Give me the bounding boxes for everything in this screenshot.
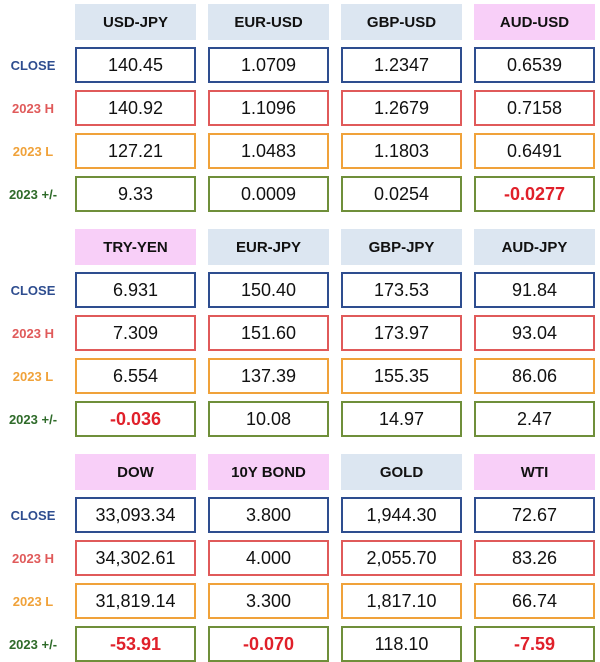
low-value-cell: 3.300	[208, 583, 329, 619]
close-row: CLOSE 140.45 1.0709 1.2347 0.6539	[0, 47, 600, 83]
low-value-cell: 137.39	[208, 358, 329, 394]
low-row-label: 2023 L	[12, 368, 54, 384]
change-row-label: 2023 +/-	[8, 186, 58, 202]
instrument-header: GOLD	[341, 454, 462, 490]
low-value-cell: 86.06	[474, 358, 595, 394]
close-value-cell: 3.800	[208, 497, 329, 533]
change-value-cell: 9.33	[75, 176, 196, 212]
instrument-header: EUR-USD	[208, 4, 329, 40]
instrument-header: DOW	[75, 454, 196, 490]
instrument-header: GBP-JPY	[341, 229, 462, 265]
low-value-cell: 1.1803	[341, 133, 462, 169]
header-row: DOW 10Y BOND GOLD WTI	[0, 454, 600, 490]
change-value-cell: 14.97	[341, 401, 462, 437]
high-value-cell: 7.309	[75, 315, 196, 351]
low-value-cell: 6.554	[75, 358, 196, 394]
low-value-cell: 1,817.10	[341, 583, 462, 619]
close-value-cell: 1,944.30	[341, 497, 462, 533]
instrument-header: AUD-JPY	[474, 229, 595, 265]
change-value-cell: 0.0009	[208, 176, 329, 212]
header-row: USD-JPY EUR-USD GBP-USD AUD-USD	[0, 4, 600, 40]
high-row: 2023 H 140.92 1.1096 1.2679 0.7158	[0, 90, 600, 126]
change-row: 2023 +/- -0.036 10.08 14.97 2.47	[0, 401, 600, 437]
close-value-cell: 173.53	[341, 272, 462, 308]
close-row-label: CLOSE	[10, 282, 56, 298]
change-value-cell: -0.0277	[474, 176, 595, 212]
high-row: 2023 H 34,302.61 4.000 2,055.70 83.26	[0, 540, 600, 576]
high-value-cell: 2,055.70	[341, 540, 462, 576]
low-value-cell: 155.35	[341, 358, 462, 394]
change-row-label: 2023 +/-	[8, 411, 58, 427]
high-value-cell: 151.60	[208, 315, 329, 351]
low-row: 2023 L 31,819.14 3.300 1,817.10 66.74	[0, 583, 600, 619]
close-value-cell: 0.6539	[474, 47, 595, 83]
close-row: CLOSE 6.931 150.40 173.53 91.84	[0, 272, 600, 308]
close-value-cell: 72.67	[474, 497, 595, 533]
change-value-cell: 2.47	[474, 401, 595, 437]
change-value-cell: -7.59	[474, 626, 595, 662]
instrument-header: GBP-USD	[341, 4, 462, 40]
change-value-cell: -0.070	[208, 626, 329, 662]
close-value-cell: 140.45	[75, 47, 196, 83]
instrument-header: TRY-YEN	[75, 229, 196, 265]
close-value-cell: 33,093.34	[75, 497, 196, 533]
low-row: 2023 L 6.554 137.39 155.35 86.06	[0, 358, 600, 394]
high-value-cell: 83.26	[474, 540, 595, 576]
high-value-cell: 173.97	[341, 315, 462, 351]
close-value-cell: 6.931	[75, 272, 196, 308]
low-value-cell: 1.0483	[208, 133, 329, 169]
high-row-label: 2023 H	[12, 550, 54, 566]
instrument-header: AUD-USD	[474, 4, 595, 40]
instrument-header: WTI	[474, 454, 595, 490]
close-value-cell: 91.84	[474, 272, 595, 308]
high-row: 2023 H 7.309 151.60 173.97 93.04	[0, 315, 600, 351]
high-value-cell: 1.1096	[208, 90, 329, 126]
close-row: CLOSE 33,093.34 3.800 1,944.30 72.67	[0, 497, 600, 533]
change-value-cell: -0.036	[75, 401, 196, 437]
high-value-cell: 1.2679	[341, 90, 462, 126]
close-value-cell: 150.40	[208, 272, 329, 308]
high-value-cell: 4.000	[208, 540, 329, 576]
change-value-cell: 118.10	[341, 626, 462, 662]
low-value-cell: 127.21	[75, 133, 196, 169]
low-value-cell: 31,819.14	[75, 583, 196, 619]
close-row-label: CLOSE	[10, 57, 56, 73]
change-value-cell: 0.0254	[341, 176, 462, 212]
change-value-cell: -53.91	[75, 626, 196, 662]
instrument-header: EUR-JPY	[208, 229, 329, 265]
instrument-header: 10Y BOND	[208, 454, 329, 490]
high-value-cell: 0.7158	[474, 90, 595, 126]
high-value-cell: 34,302.61	[75, 540, 196, 576]
high-value-cell: 140.92	[75, 90, 196, 126]
high-row-label: 2023 H	[12, 325, 54, 341]
close-value-cell: 1.2347	[341, 47, 462, 83]
close-row-label: CLOSE	[10, 507, 56, 523]
change-row: 2023 +/- -53.91 -0.070 118.10 -7.59	[0, 626, 600, 662]
change-row: 2023 +/- 9.33 0.0009 0.0254 -0.0277	[0, 176, 600, 212]
instrument-header: USD-JPY	[75, 4, 196, 40]
low-value-cell: 66.74	[474, 583, 595, 619]
low-row-label: 2023 L	[12, 593, 54, 609]
change-row-label: 2023 +/-	[8, 636, 58, 652]
low-row: 2023 L 127.21 1.0483 1.1803 0.6491	[0, 133, 600, 169]
header-row: TRY-YEN EUR-JPY GBP-JPY AUD-JPY	[0, 229, 600, 265]
low-row-label: 2023 L	[12, 143, 54, 159]
high-value-cell: 93.04	[474, 315, 595, 351]
close-value-cell: 1.0709	[208, 47, 329, 83]
change-value-cell: 10.08	[208, 401, 329, 437]
low-value-cell: 0.6491	[474, 133, 595, 169]
high-row-label: 2023 H	[12, 100, 54, 116]
